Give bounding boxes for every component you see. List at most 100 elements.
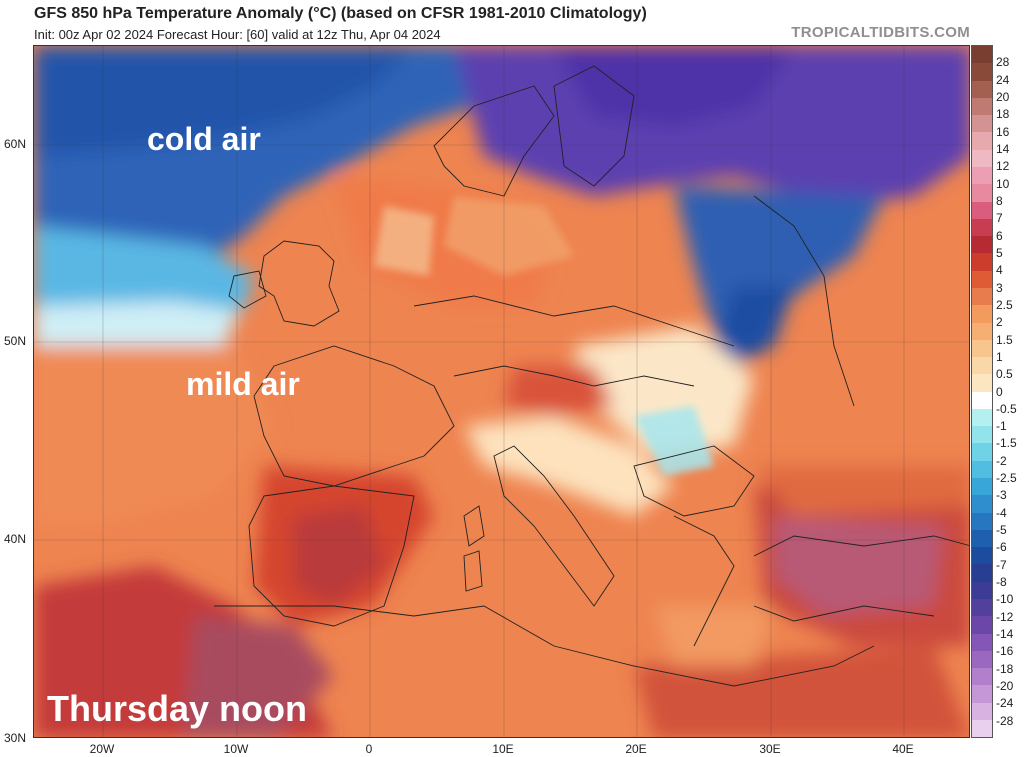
colorbar-tick-label: 0 [996, 384, 1003, 399]
header: GFS 850 hPa Temperature Anomaly (°C) (ba… [0, 0, 1024, 44]
time-label: Thursday noon [47, 688, 307, 729]
colorbar-cell [972, 149, 992, 167]
colorbar-cell [972, 305, 992, 323]
coastlines [214, 65, 969, 687]
lon-label-0: 0 [365, 742, 373, 756]
map-canvas [34, 46, 969, 737]
colorbar-cell [972, 495, 992, 513]
colorbar-tick-label: 5 [996, 245, 1003, 260]
lat-label-40n: 40N [4, 532, 27, 546]
colorbar-tick-label: -2 [996, 453, 1007, 468]
colorbar-cell [972, 581, 992, 599]
colorbar-tick-label: -8 [996, 575, 1007, 590]
colorbar-cell [972, 166, 992, 185]
colorbar-tick-label: 7 [996, 211, 1003, 226]
colorbar-tick-label: -0.5 [996, 401, 1017, 416]
colorbar-cell [972, 63, 992, 81]
colorbar-tick-label: 4 [996, 263, 1003, 278]
colorbar-cell [972, 253, 992, 271]
colorbar-cell [972, 460, 992, 479]
colorbar-cell [972, 46, 992, 64]
colorbar-cell [972, 339, 992, 358]
cold-air-label: cold air [147, 121, 261, 157]
colorbar-tick-label: 2 [996, 315, 1003, 330]
colorbar-cell [972, 719, 992, 738]
map-subtitle: Init: 00z Apr 02 2024 Forecast Hour: [60… [34, 27, 441, 42]
colorbar-cell [972, 374, 992, 392]
lat-label-50n: 50N [4, 334, 27, 348]
colorbar-tick-label: -28 [996, 713, 1014, 728]
colorbar-tick-label: 2.5 [996, 297, 1013, 312]
colorbar-cell [972, 650, 992, 669]
colorbar-cell [972, 357, 992, 375]
lon-label-30e: 30E [759, 742, 781, 756]
lon-label-10e: 10E [492, 742, 514, 756]
lat-label-30n: 30N [4, 731, 27, 745]
lon-label-20w: 20W [89, 742, 115, 756]
colorbar-cell [972, 685, 992, 703]
colorbar-cell [972, 478, 992, 496]
colorbar-cell [972, 391, 992, 409]
colorbar-tick-label: 10 [996, 176, 1010, 191]
colorbar-tick-label: 0.5 [996, 367, 1013, 382]
colorbar-tick-label: 1.5 [996, 332, 1013, 347]
colorbar-cell [972, 547, 992, 565]
colorbar-cell [972, 616, 992, 634]
colorbar-tick-label: 12 [996, 159, 1010, 174]
colorbar [971, 45, 993, 738]
colorbar-tick-label: 14 [996, 141, 1010, 156]
colorbar-cell [972, 668, 992, 686]
colorbar-tick-label: 3 [996, 280, 1003, 295]
colorbar-tick-label: -16 [996, 644, 1014, 659]
lon-label-10w: 10W [223, 742, 249, 756]
colorbar-cell [972, 564, 992, 582]
colorbar-tick-label: -6 [996, 540, 1007, 555]
colorbar-tick-label: 18 [996, 107, 1010, 122]
lat-label-60n: 60N [4, 137, 27, 151]
colorbar-tick-label: -1 [996, 419, 1007, 434]
lon-label-40e: 40E [892, 742, 914, 756]
map-title: GFS 850 hPa Temperature Anomaly (°C) (ba… [34, 5, 647, 22]
colorbar-tick-label: 24 [996, 72, 1010, 87]
colorbar-tick-label: 8 [996, 193, 1003, 208]
anomaly-map [33, 45, 970, 738]
colorbar-cell [972, 599, 992, 617]
colorbar-tick-label: -1.5 [996, 436, 1017, 451]
colorbar-cell [972, 132, 992, 150]
colorbar-cell [972, 702, 992, 720]
colorbar-cell [972, 512, 992, 530]
colorbar-tick-label: -7 [996, 557, 1007, 572]
colorbar-cell [972, 270, 992, 288]
colorbar-tick-label: 1 [996, 349, 1003, 364]
mild-air-label: mild air [186, 366, 300, 402]
colorbar-tick-label: 16 [996, 124, 1010, 139]
colorbar-cell [972, 218, 992, 237]
colorbar-cell [972, 322, 992, 340]
colorbar-tick-label: -3 [996, 488, 1007, 503]
colorbar-tick-label: -12 [996, 609, 1014, 624]
colorbar-cell [972, 115, 992, 133]
colorbar-tick-label: -4 [996, 505, 1007, 520]
colorbar-labels: 28 24 20 18 16 14 12 10 8 7 6 5 4 3 2.5 2 1.5 1 0.5 0 -0.5 -1… [996, 45, 1024, 738]
colorbar-cell [972, 184, 992, 202]
colorbar-tick-label: -18 [996, 661, 1014, 676]
colorbar-cell [972, 80, 992, 98]
colorbar-tick-label: 20 [996, 89, 1010, 104]
colorbar-cell [972, 443, 992, 461]
colorbar-cell [972, 633, 992, 651]
colorbar-cell [972, 201, 992, 219]
colorbar-tick-label: 28 [996, 55, 1010, 70]
colorbar-cell [972, 287, 992, 306]
colorbar-tick-label: -24 [996, 696, 1014, 711]
colorbar-cell [972, 529, 992, 548]
lon-label-20e: 20E [625, 742, 647, 756]
colorbar-tick-label: -2.5 [996, 471, 1017, 486]
colorbar-cell [972, 426, 992, 444]
colorbar-tick-label: -5 [996, 523, 1007, 538]
colorbar-tick-label: 6 [996, 228, 1003, 243]
colorbar-tick-label: -14 [996, 627, 1014, 642]
colorbar-tick-label: -10 [996, 592, 1014, 607]
brand-label: TROPICALTIDBITS.COM [791, 24, 970, 41]
colorbar-cell [972, 236, 992, 254]
colorbar-cell [972, 408, 992, 427]
